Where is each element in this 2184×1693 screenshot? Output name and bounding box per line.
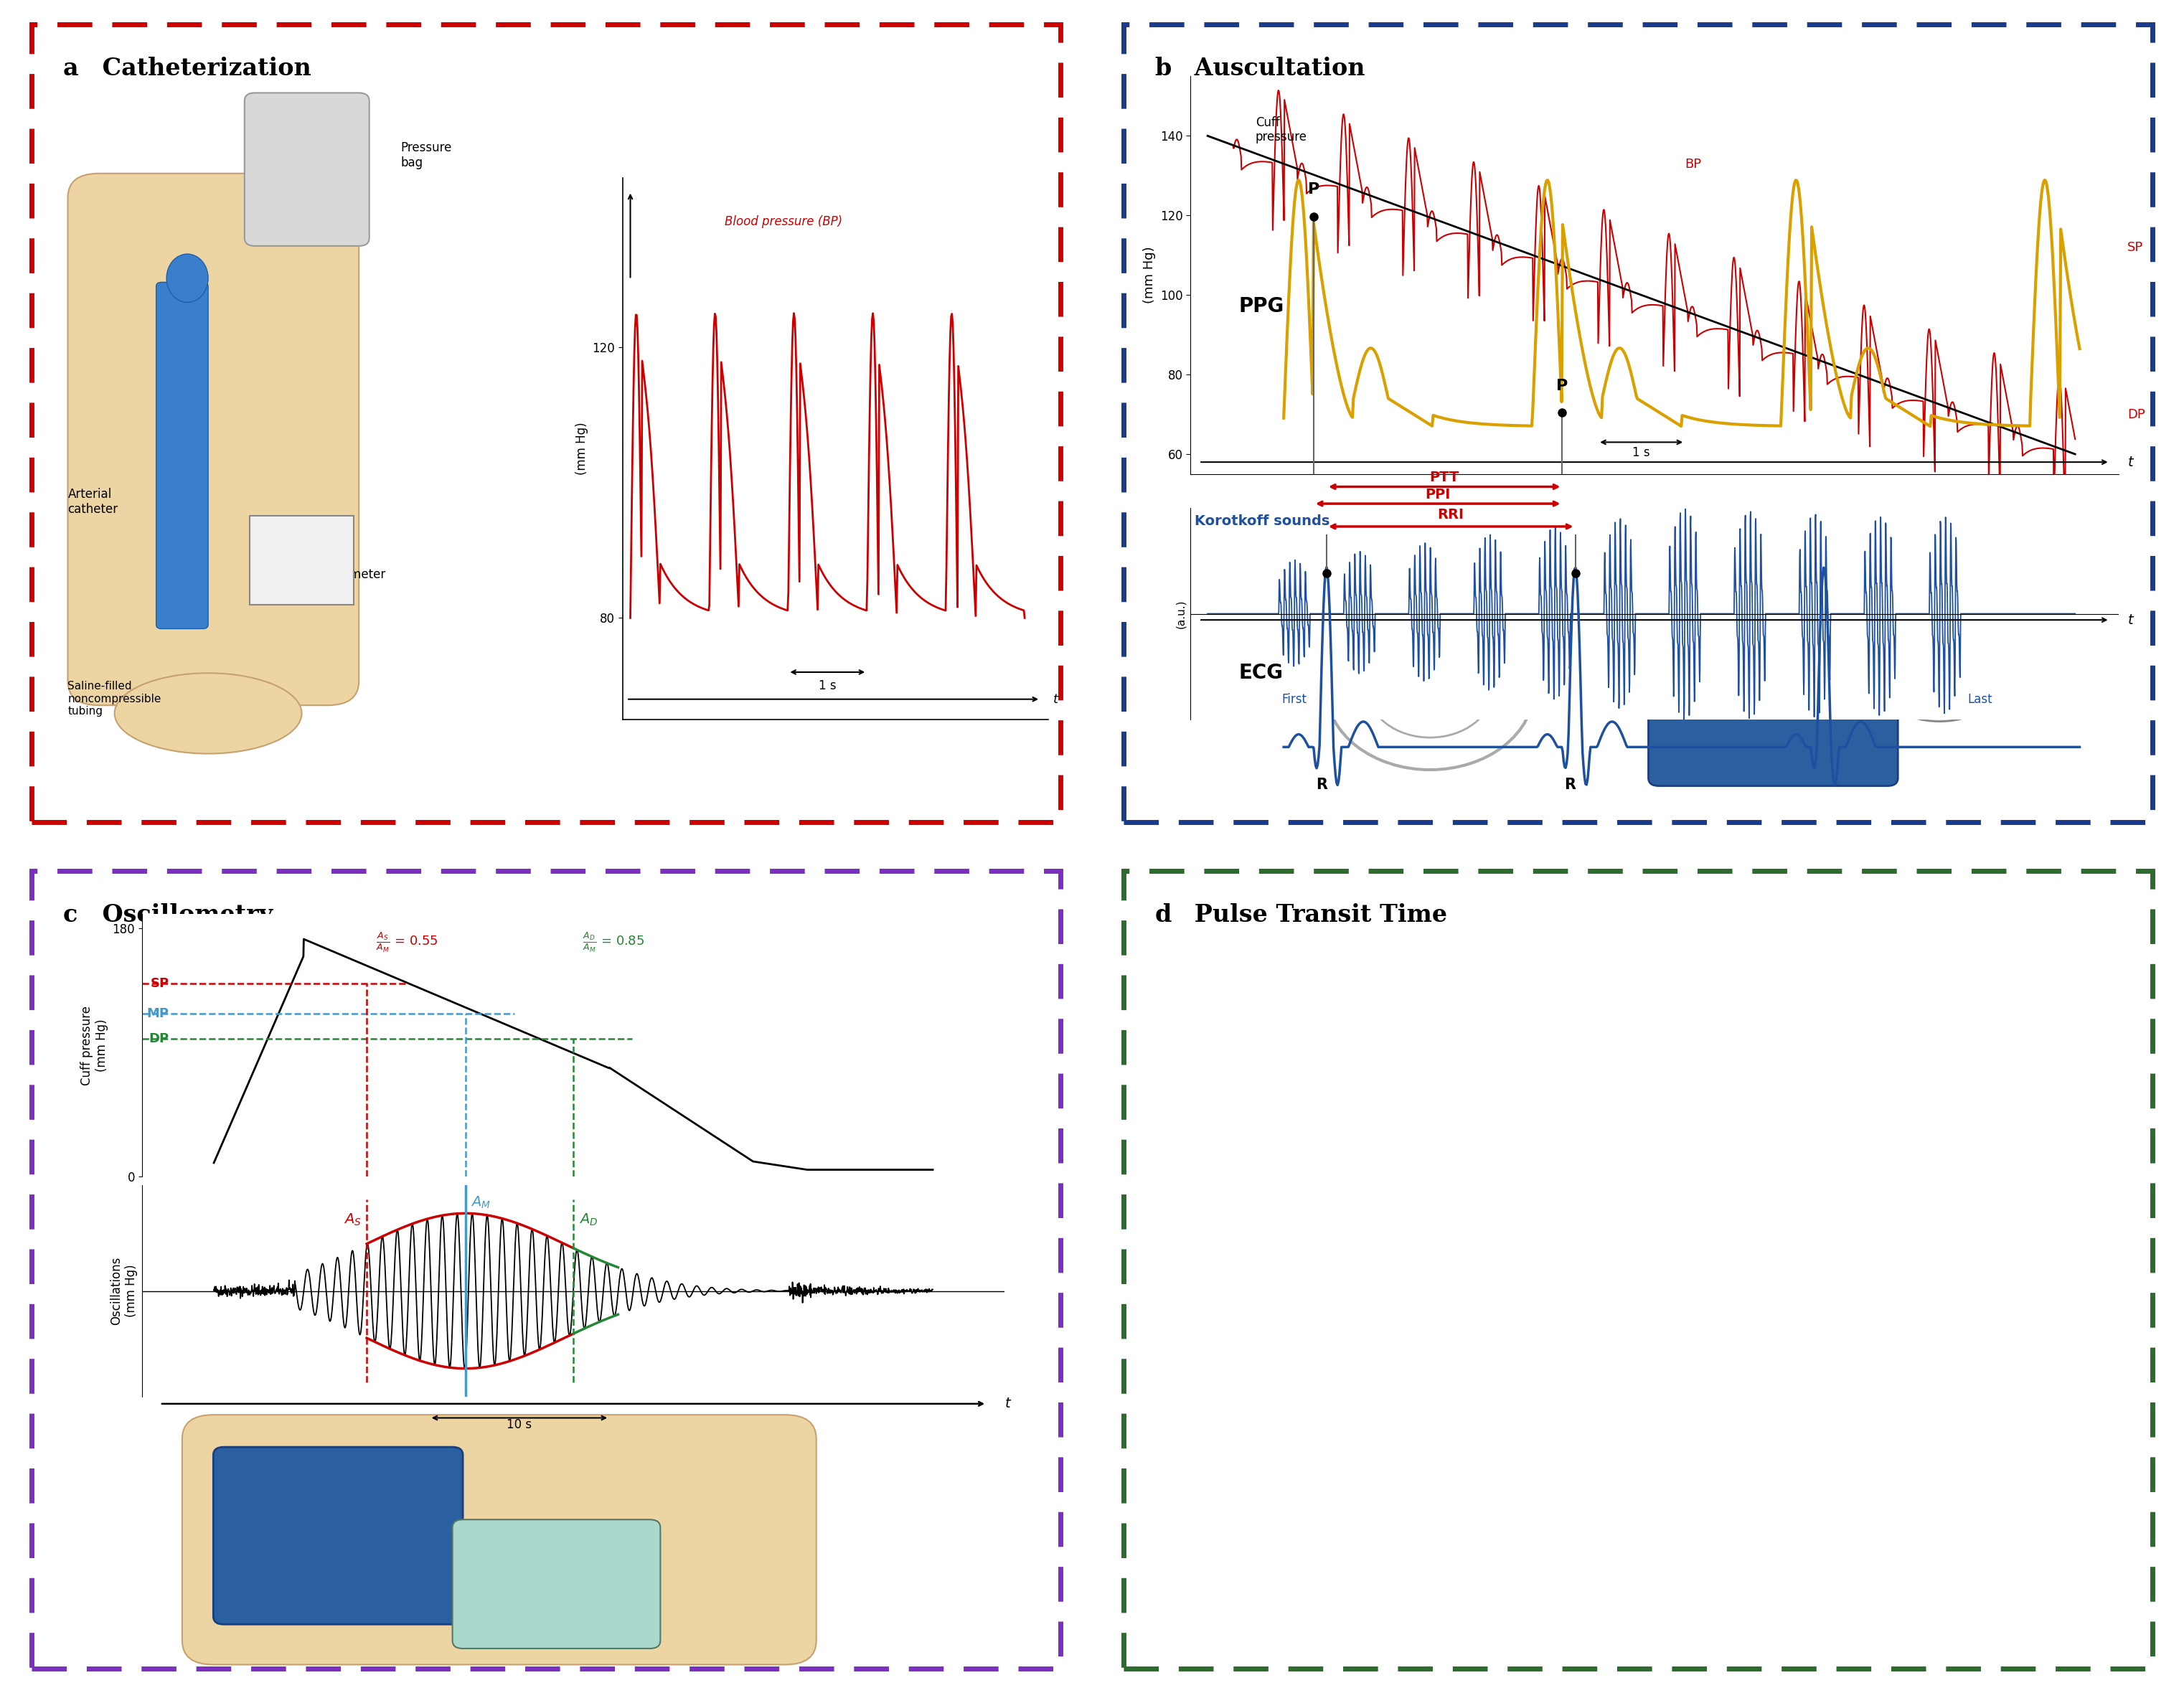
Y-axis label: (a.u.): (a.u.)	[1175, 599, 1186, 628]
Y-axis label: (mm Hg): (mm Hg)	[574, 422, 587, 476]
Text: Saline-filled
noncompressible
tubing: Saline-filled noncompressible tubing	[68, 681, 162, 716]
Text: 1 s: 1 s	[1631, 445, 1651, 459]
Text: $t$: $t$	[2127, 455, 2134, 469]
Text: P: P	[1557, 379, 1568, 393]
Text: R: R	[1564, 777, 1577, 792]
FancyBboxPatch shape	[214, 1448, 463, 1624]
Text: PPI: PPI	[1426, 488, 1450, 501]
Text: $t$: $t$	[1005, 1397, 1011, 1410]
Text: $A_S$: $A_S$	[343, 1212, 360, 1227]
Text: SP: SP	[2127, 240, 2143, 254]
Text: Korotkoff sounds: Korotkoff sounds	[1195, 515, 1330, 528]
Text: Pressure
bag: Pressure bag	[400, 141, 452, 169]
Ellipse shape	[114, 674, 301, 753]
Text: 1 s: 1 s	[819, 679, 836, 692]
FancyBboxPatch shape	[249, 516, 354, 604]
Text: Cuff
pressure: Cuff pressure	[1256, 117, 1306, 144]
Text: 10 s: 10 s	[507, 1419, 533, 1431]
Text: Catheterization: Catheterization	[94, 56, 310, 80]
Text: Blood pressure (BP): Blood pressure (BP)	[725, 215, 843, 229]
Ellipse shape	[166, 254, 207, 303]
Text: d: d	[1155, 902, 1171, 926]
Text: ECG: ECG	[1238, 664, 1284, 682]
Text: Arterial
catheter: Arterial catheter	[68, 488, 118, 516]
Text: b: b	[1155, 56, 1171, 80]
Text: Pulse Transit Time: Pulse Transit Time	[1186, 902, 1448, 926]
Y-axis label: (mm Hg): (mm Hg)	[1142, 247, 1155, 303]
Text: BP: BP	[1684, 157, 1701, 171]
Text: DP: DP	[2127, 408, 2145, 422]
Text: Manometer: Manometer	[317, 569, 387, 581]
Text: R: R	[1315, 777, 1328, 792]
Text: RRI: RRI	[1437, 508, 1463, 521]
Text: First: First	[1282, 694, 1306, 706]
Text: a: a	[63, 56, 79, 80]
FancyBboxPatch shape	[245, 93, 369, 245]
FancyBboxPatch shape	[68, 173, 358, 706]
Text: Last: Last	[1968, 694, 1992, 706]
Text: PTT: PTT	[1431, 471, 1459, 484]
Text: MP: MP	[146, 1007, 168, 1021]
Text: $\frac{A_S}{A_M}$ = 0.55: $\frac{A_S}{A_M}$ = 0.55	[376, 931, 437, 953]
Circle shape	[1867, 608, 2011, 721]
FancyBboxPatch shape	[452, 1520, 660, 1649]
Text: DP: DP	[149, 1033, 168, 1045]
Text: c: c	[63, 902, 76, 926]
Text: P: P	[1308, 183, 1319, 196]
Y-axis label: Cuff pressure
(mm Hg): Cuff pressure (mm Hg)	[81, 1006, 109, 1085]
FancyBboxPatch shape	[157, 283, 207, 628]
Text: $\frac{A_D}{A_M}$ = 0.85: $\frac{A_D}{A_M}$ = 0.85	[583, 931, 644, 953]
Text: $A_D$: $A_D$	[579, 1212, 598, 1227]
Text: SP: SP	[151, 977, 168, 990]
Text: $A_M$: $A_M$	[472, 1195, 491, 1210]
FancyBboxPatch shape	[181, 1415, 817, 1664]
Text: PPG: PPG	[1238, 296, 1284, 317]
Y-axis label: Oscillations
(mm Hg): Oscillations (mm Hg)	[109, 1256, 138, 1326]
FancyBboxPatch shape	[1649, 593, 1898, 786]
Text: Auscultation: Auscultation	[1186, 56, 1365, 80]
Text: $t$: $t$	[2127, 613, 2134, 626]
Text: $t$: $t$	[1053, 692, 1059, 706]
Ellipse shape	[2033, 616, 2116, 713]
Text: Oscillometry: Oscillometry	[94, 902, 273, 926]
